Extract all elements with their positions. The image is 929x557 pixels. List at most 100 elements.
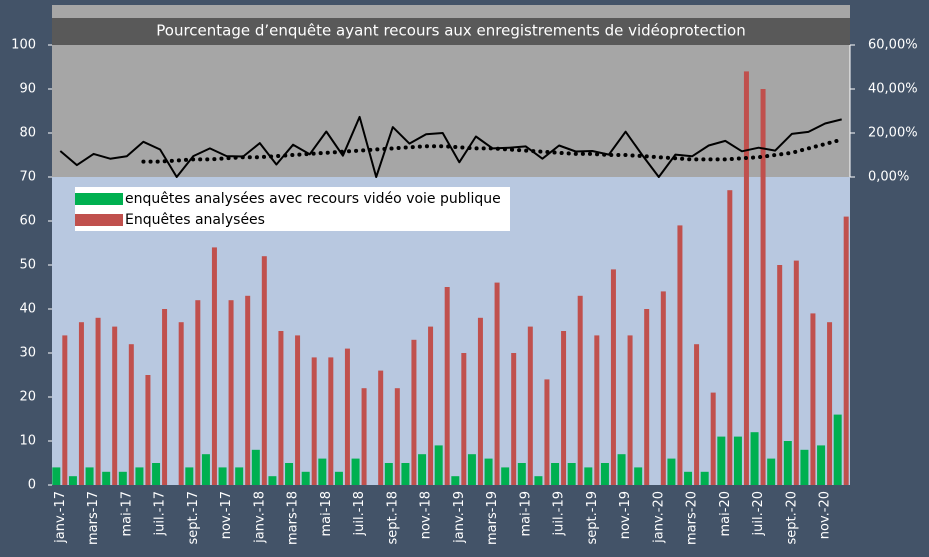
bar (467, 454, 476, 485)
y2-tick-label: 20,00% (868, 126, 918, 141)
bar (85, 467, 94, 485)
bar (567, 463, 576, 485)
legend-label: Enquêtes analysées (125, 212, 265, 228)
bar (245, 295, 251, 485)
y-tick-label: 20 (19, 390, 36, 405)
bar (544, 379, 550, 485)
x-tick-label: sept.-20 (784, 491, 799, 545)
x-tick-label: mars-19 (485, 491, 500, 545)
bar (178, 322, 184, 485)
bar (684, 471, 693, 485)
bar (301, 471, 310, 485)
bar (52, 467, 61, 485)
legend-swatch (75, 193, 123, 205)
bar (610, 269, 616, 485)
bar (494, 282, 500, 485)
bar (152, 463, 161, 485)
y-tick-label: 10 (19, 434, 36, 449)
bar (710, 392, 716, 485)
bar (843, 216, 849, 485)
legend-swatch (75, 214, 123, 226)
bar (727, 190, 733, 485)
y-tick-label: 100 (11, 38, 36, 53)
bar (810, 313, 816, 485)
bar (268, 476, 277, 485)
bar (162, 309, 168, 485)
legend-label: enquêtes analysées avec recours vidéo vo… (125, 191, 501, 207)
title-box (52, 18, 850, 45)
bar (278, 331, 284, 485)
bar (800, 449, 809, 485)
bar (577, 295, 583, 485)
bar (394, 388, 400, 485)
y-tick-label: 80 (19, 126, 36, 141)
bar (484, 458, 493, 485)
bar (311, 357, 317, 485)
bar (102, 471, 111, 485)
y-tick-label: 70 (19, 170, 36, 185)
x-tick-label: juil.-19 (552, 491, 567, 536)
bar (600, 463, 609, 485)
bar (112, 326, 118, 485)
bar (511, 353, 517, 485)
y2-tick-label: 40,00% (868, 82, 918, 97)
x-tick-label: nov.-20 (818, 491, 833, 539)
x-tick-label: mai-19 (518, 491, 533, 536)
bar (594, 335, 600, 485)
bar (817, 445, 826, 485)
bar (361, 388, 367, 485)
x-tick-label: janv.-17 (53, 491, 68, 544)
bar (561, 331, 567, 485)
x-tick-label: nov.-19 (618, 491, 633, 539)
bar (428, 326, 434, 485)
bar (694, 344, 700, 485)
bar (318, 458, 327, 485)
bar (218, 467, 227, 485)
bar (700, 471, 709, 485)
bar (461, 353, 467, 485)
bar (285, 463, 294, 485)
x-tick-label: nov.-17 (219, 491, 234, 539)
bar (477, 317, 483, 485)
bar (68, 476, 77, 485)
bar (827, 322, 833, 485)
x-tick-label: mars-18 (286, 491, 301, 545)
bar (261, 256, 267, 485)
x-tick-label: mai-17 (119, 491, 134, 536)
bar (195, 300, 201, 485)
bar (451, 476, 460, 485)
bar (135, 467, 144, 485)
x-tick-label: mars-17 (86, 491, 101, 545)
bar (384, 463, 393, 485)
bar (411, 339, 417, 485)
y-tick-label: 30 (19, 346, 36, 361)
bar (401, 463, 410, 485)
bar (767, 458, 776, 485)
chart-title: Pourcentage d’enquête ayant recours aux … (156, 22, 745, 40)
bar (201, 454, 210, 485)
bar (418, 454, 427, 485)
bar (617, 454, 626, 485)
bar (644, 309, 650, 485)
bar (783, 441, 792, 485)
bar (95, 317, 101, 485)
x-tick-label: mars-20 (685, 491, 700, 545)
x-tick-label: mai-18 (319, 491, 334, 536)
bar (833, 414, 842, 485)
x-tick-label: mai-20 (718, 491, 733, 536)
bar (251, 449, 260, 485)
bar (228, 300, 234, 485)
x-tick-label: juil.-20 (751, 491, 766, 536)
bar (295, 335, 301, 485)
bar (750, 432, 759, 485)
bar (328, 357, 334, 485)
bar (717, 436, 726, 485)
bar (660, 291, 666, 485)
bar (634, 467, 643, 485)
bar (677, 225, 683, 485)
y-tick-label: 60 (19, 214, 36, 229)
bar (351, 458, 360, 485)
bar (434, 445, 443, 485)
x-tick-label: janv.-18 (252, 491, 267, 544)
